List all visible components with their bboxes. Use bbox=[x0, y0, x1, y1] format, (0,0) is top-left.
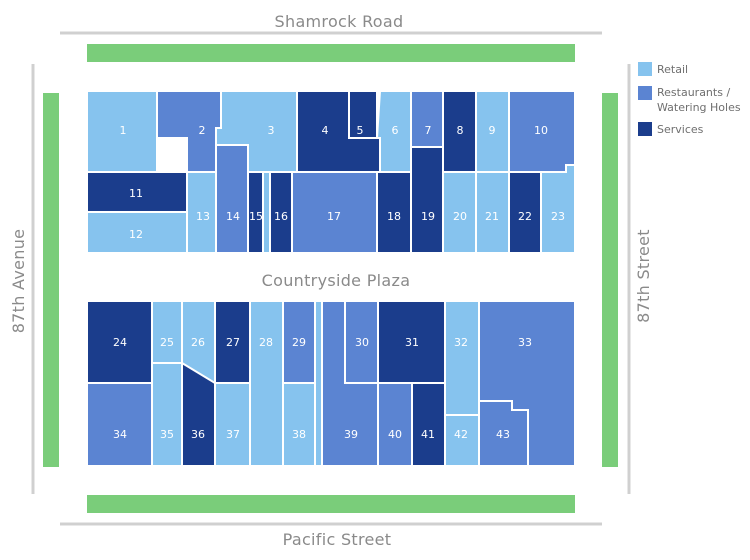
lot-35[interactable] bbox=[151, 362, 183, 467]
lot-number-label: 40 bbox=[388, 428, 402, 441]
lot-sliver bbox=[314, 300, 323, 467]
lot-number-label: 29 bbox=[292, 336, 306, 349]
lot-14[interactable] bbox=[215, 144, 249, 254]
lot-25[interactable] bbox=[151, 300, 183, 364]
lot-number-label: 14 bbox=[226, 210, 240, 223]
legend-label-restaurants-line2: Watering Holes bbox=[657, 101, 741, 114]
lot-number-label: 2 bbox=[199, 124, 206, 137]
lot-number-label: 35 bbox=[160, 428, 174, 441]
lot-number-label: 20 bbox=[453, 210, 467, 223]
road-label-west: 87th Avenue bbox=[9, 229, 28, 334]
lot-2[interactable] bbox=[156, 90, 222, 173]
lot-15[interactable] bbox=[247, 171, 264, 254]
lot-40[interactable] bbox=[377, 382, 413, 467]
lot-34[interactable] bbox=[86, 382, 153, 467]
lot-number-label: 32 bbox=[454, 336, 468, 349]
lot-number-label: 6 bbox=[392, 124, 399, 137]
lot-number-label: 24 bbox=[113, 336, 127, 349]
lot-number-label: 30 bbox=[355, 336, 369, 349]
lot-number-label: 26 bbox=[191, 336, 205, 349]
legend-label-restaurants: Restaurants / bbox=[657, 86, 730, 99]
lot-number-label: 17 bbox=[327, 210, 341, 223]
lot-19[interactable] bbox=[410, 146, 444, 254]
west-green-strip bbox=[43, 93, 59, 467]
lot-number-label: 3 bbox=[268, 124, 275, 137]
lot-number-label: 39 bbox=[344, 428, 358, 441]
lot-number-label: 5 bbox=[357, 124, 364, 137]
lot-43[interactable] bbox=[478, 400, 529, 467]
lot-number-label: 1 bbox=[120, 124, 127, 137]
legend-label-retail: Retail bbox=[657, 63, 688, 76]
road-label-east: 87th Street bbox=[634, 229, 653, 323]
north-green-strip bbox=[87, 44, 575, 62]
lot-number-label: 23 bbox=[551, 210, 565, 223]
lots-layer bbox=[86, 90, 576, 467]
lot-number-label: 43 bbox=[496, 428, 510, 441]
lot-number-label: 28 bbox=[259, 336, 273, 349]
lot-number-label: 42 bbox=[454, 428, 468, 441]
lot-number-label: 31 bbox=[405, 336, 419, 349]
lot-number-label: 12 bbox=[129, 228, 143, 241]
lot-number-label: 27 bbox=[226, 336, 240, 349]
lot-number-label: 15 bbox=[249, 210, 263, 223]
lot-number-label: 8 bbox=[457, 124, 464, 137]
lot-number-label: 16 bbox=[274, 210, 288, 223]
lot-number-label: 21 bbox=[485, 210, 499, 223]
lot-number-label: 19 bbox=[421, 210, 435, 223]
lot-37[interactable] bbox=[214, 382, 251, 467]
lot-number-label: 34 bbox=[113, 428, 127, 441]
road-label-south: Pacific Street bbox=[283, 530, 392, 549]
lot-number-label: 37 bbox=[226, 428, 240, 441]
lot-7[interactable] bbox=[410, 90, 444, 148]
legend-swatch-services bbox=[638, 122, 652, 136]
lot-number-label: 33 bbox=[518, 336, 532, 349]
lot-number-label: 13 bbox=[196, 210, 210, 223]
south-green-strip bbox=[87, 495, 575, 513]
lot-number-label: 22 bbox=[518, 210, 532, 223]
legend-swatch-retail bbox=[638, 62, 652, 76]
lot-number-label: 9 bbox=[489, 124, 496, 137]
lot-number-label: 25 bbox=[160, 336, 174, 349]
lot-41[interactable] bbox=[411, 382, 446, 467]
lot-sliver bbox=[262, 171, 271, 254]
lot-number-label: 38 bbox=[292, 428, 306, 441]
plaza-label: Countryside Plaza bbox=[262, 271, 411, 290]
lot-38[interactable] bbox=[282, 382, 316, 467]
lot-number-label: 41 bbox=[421, 428, 435, 441]
lot-number-label: 7 bbox=[425, 124, 432, 137]
legend-swatch-restaurants bbox=[638, 86, 652, 100]
lot-number-label: 4 bbox=[322, 124, 329, 137]
lot-32[interactable] bbox=[444, 300, 480, 416]
lot-number-label: 18 bbox=[387, 210, 401, 223]
lot-23[interactable] bbox=[540, 164, 576, 254]
lot-number-label: 11 bbox=[129, 187, 143, 200]
lot-number-label: 36 bbox=[191, 428, 205, 441]
legend: Retail Restaurants / Watering Holes Serv… bbox=[638, 62, 741, 136]
lot-28[interactable] bbox=[249, 300, 284, 467]
road-label-north: Shamrock Road bbox=[275, 12, 404, 31]
lot-number-label: 10 bbox=[534, 124, 548, 137]
legend-label-services: Services bbox=[657, 123, 704, 136]
east-green-strip bbox=[602, 93, 618, 467]
